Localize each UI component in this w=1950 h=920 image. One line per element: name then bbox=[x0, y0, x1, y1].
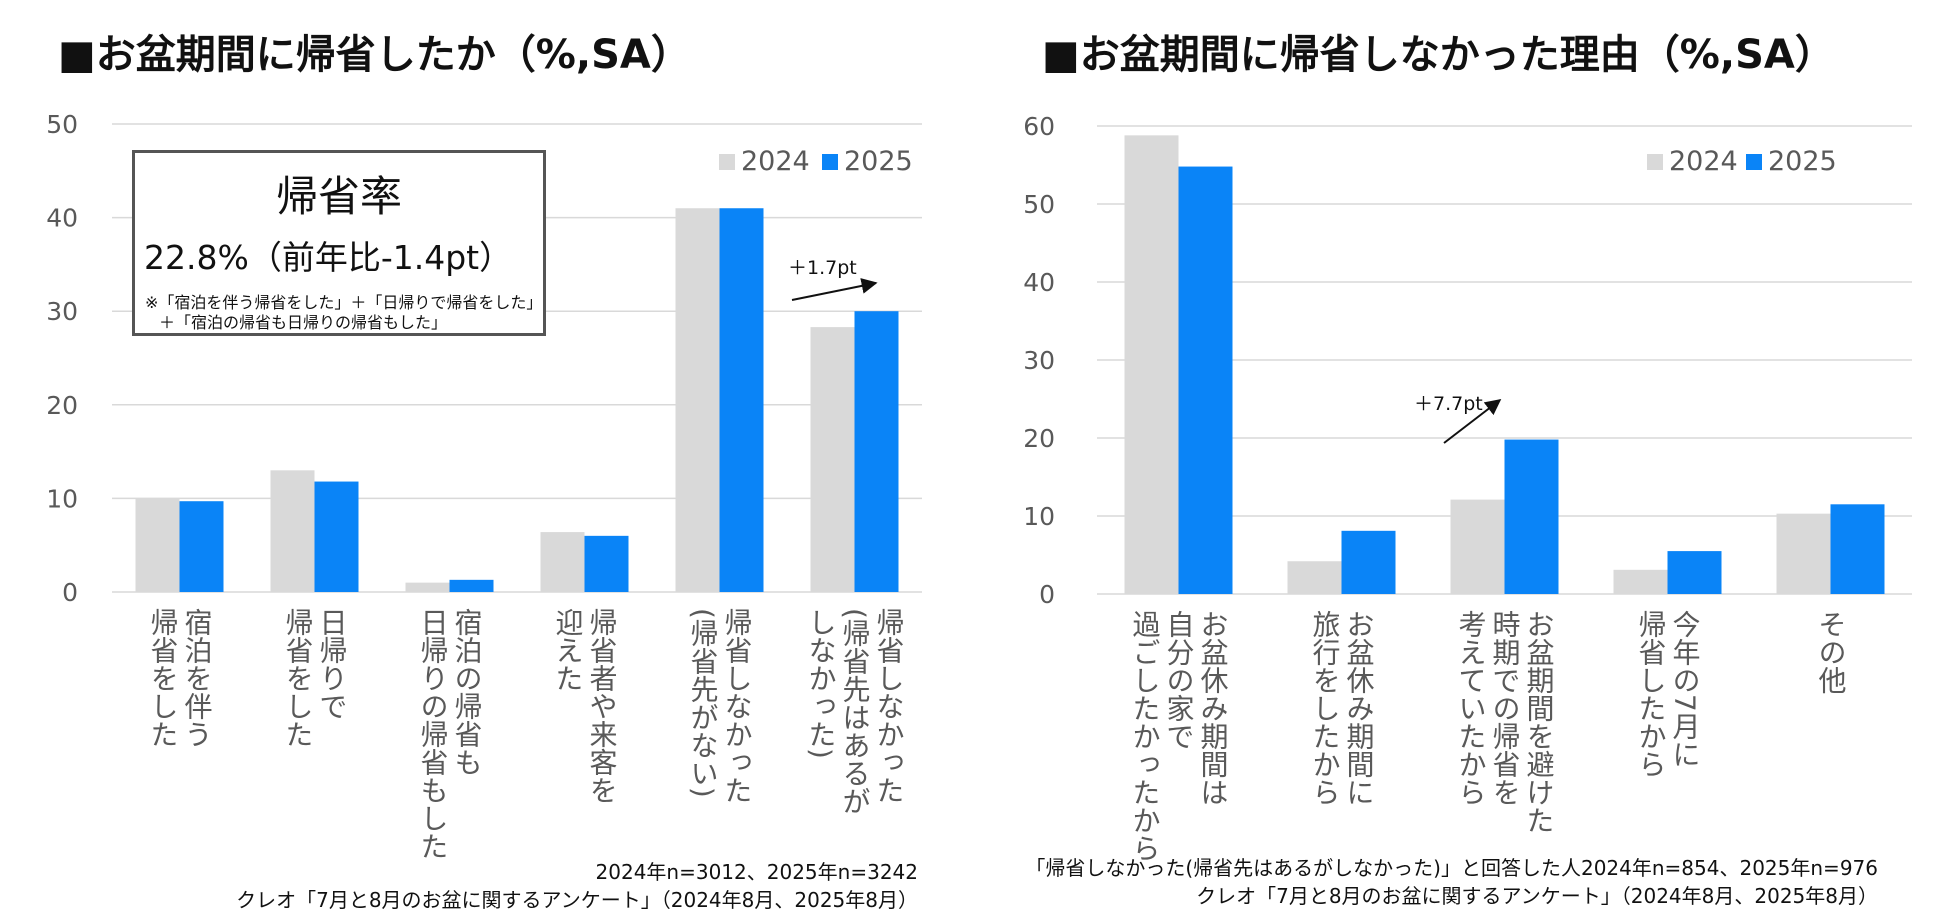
left-bar-2024-2 bbox=[405, 582, 450, 592]
left-category-label-line: 宿泊の帰省も bbox=[450, 608, 484, 776]
right-category-label-line: その他 bbox=[1814, 610, 1848, 694]
right-y-tick-label: 20 bbox=[1023, 424, 1055, 453]
left-category-label: 宿泊の帰省も 日帰りの帰省もした bbox=[416, 608, 484, 860]
right-category-label-line: お盆休み期間は bbox=[1196, 610, 1230, 806]
left-chart-title: ■お盆期間に帰省したか（%,SA） bbox=[58, 32, 691, 78]
right-category-label: お盆期間を避けた 時期での帰省を 考えていたから bbox=[1454, 610, 1556, 834]
left-category-label-line: (帰省先はあるが bbox=[838, 608, 872, 815]
right-chart-title: ■お盆期間に帰省しなかった理由（%,SA） bbox=[1042, 32, 1835, 78]
return-rate-box: 帰省率 22.8%（前年比-1.4pt） ※「宿泊を伴う帰省をした」＋「日帰りで… bbox=[132, 150, 546, 336]
right-category-label-line: 今年の7月に bbox=[1668, 610, 1702, 768]
right-category-label: 今年の7月に 帰省したから bbox=[1634, 610, 1702, 778]
return-rate-note: ※「宿泊を伴う帰省をした」＋「日帰りで帰省をした」 ＋「宿泊の帰省も日帰りの帰省… bbox=[145, 293, 542, 333]
right-category-label-line: 考えていたから bbox=[1454, 610, 1488, 806]
left-category-label-line: 帰省をした bbox=[281, 608, 315, 748]
right-y-tick-label: 60 bbox=[1023, 112, 1055, 141]
right-legend-swatch-2025 bbox=[1746, 154, 1762, 170]
left-bar-2024-4 bbox=[675, 208, 720, 593]
right-bar-2024-4 bbox=[1776, 513, 1831, 594]
left-category-label-line: 迎えた bbox=[551, 608, 585, 692]
left-footnote: 2024年n=3012、2025年n=3242 クレオ「7月と8月のお盆に関する… bbox=[236, 858, 918, 914]
left-bar-2025-3 bbox=[584, 535, 629, 592]
right-category-label-line: 時期での帰省を bbox=[1488, 610, 1522, 806]
left-legend-label-2024: 2024 bbox=[741, 146, 810, 177]
return-rate-title: 帰省率 bbox=[275, 172, 402, 221]
right-category-label-line: 過ごしたかったから bbox=[1128, 610, 1162, 862]
left-bar-2025-1 bbox=[314, 481, 359, 592]
left-bar-2025-5 bbox=[854, 311, 899, 592]
right-y-tick-label: 40 bbox=[1023, 268, 1055, 297]
left-legend-label-2025: 2025 bbox=[844, 146, 913, 177]
left-bar-2025-0 bbox=[179, 501, 224, 592]
left-category-label-line: 日帰りで bbox=[315, 608, 349, 720]
left-category-label: 帰省しなかった (帰省先がない) bbox=[686, 608, 754, 804]
right-y-tick-label: 30 bbox=[1023, 346, 1055, 375]
left-source: クレオ「7月と8月のお盆に関するアンケート」（2024年8月、2025年8月） bbox=[236, 888, 918, 912]
right-y-tick-label: 50 bbox=[1023, 190, 1055, 219]
left-category-label-line: 帰省しなかった bbox=[872, 608, 906, 804]
right-bar-2024-2 bbox=[1450, 499, 1505, 594]
right-y-tick-label: 10 bbox=[1023, 502, 1055, 531]
right-category-label-line: お盆休み期間に bbox=[1342, 610, 1376, 806]
right-annotation-text: ＋7.7pt bbox=[1414, 393, 1483, 415]
right-sample-size: 「帰省しなかった(帰省先はあるがしなかった)」と回答した人2024年n=854、… bbox=[1025, 856, 1878, 880]
right-category-label: その他 bbox=[1814, 610, 1848, 694]
right-bar-2025-4 bbox=[1830, 504, 1885, 594]
left-chart: 0 10 20 30 40 50 2024 2025 ＋1.7pt bbox=[46, 110, 922, 607]
left-category-label: 日帰りで 帰省をした bbox=[281, 608, 349, 748]
left-bar-2025-4 bbox=[719, 208, 764, 593]
right-bar-2024-3 bbox=[1613, 569, 1668, 594]
left-category-label-line: 帰省をした bbox=[146, 608, 180, 748]
left-category-label: 帰省しなかった (帰省先はあるが しなかった) bbox=[804, 608, 906, 815]
right-category-label: お盆休み期間に 旅行をしたから bbox=[1308, 610, 1376, 806]
right-bar-2025-0 bbox=[1178, 166, 1233, 594]
left-annotation-text: ＋1.7pt bbox=[788, 257, 857, 279]
right-legend-swatch-2024 bbox=[1647, 154, 1663, 170]
left-category-label-line: (帰省先がない) bbox=[686, 608, 720, 798]
left-category-label-line: 帰省しなかった bbox=[720, 608, 754, 804]
right-y-tick-label: 0 bbox=[1039, 580, 1055, 609]
return-rate-note-line2: ＋「宿泊の帰省も日帰りの帰省もした」 bbox=[159, 313, 448, 332]
right-category-label-line: 自分の家で bbox=[1162, 610, 1196, 750]
right-bar-2025-2 bbox=[1504, 439, 1559, 594]
left-category-label-line: しなかった) bbox=[804, 608, 838, 759]
right-bar-2024-0 bbox=[1124, 135, 1179, 595]
return-rate-value: 22.8%（前年比-1.4pt） bbox=[144, 238, 513, 277]
right-category-label-line: 旅行をしたから bbox=[1308, 610, 1342, 806]
left-y-tick-label: 50 bbox=[46, 110, 78, 139]
left-y-tick-label: 20 bbox=[46, 391, 78, 420]
left-sample-size: 2024年n=3012、2025年n=3242 bbox=[595, 860, 918, 884]
left-category-label-line: 宿泊を伴う bbox=[180, 608, 214, 748]
left-legend-swatch-2025 bbox=[822, 154, 838, 170]
left-bar-2025-2 bbox=[449, 579, 494, 592]
left-bar-2024-3 bbox=[540, 532, 585, 592]
left-y-tick-label: 10 bbox=[46, 484, 78, 513]
left-increase-annotation: ＋1.7pt bbox=[788, 257, 878, 301]
left-legend-swatch-2024 bbox=[719, 154, 735, 170]
right-bar-2025-3 bbox=[1667, 551, 1722, 594]
left-bar-2024-0 bbox=[135, 498, 180, 592]
right-bar-2025-1 bbox=[1341, 530, 1396, 594]
return-rate-note-line1: ※「宿泊を伴う帰省をした」＋「日帰りで帰省をした」 bbox=[145, 293, 543, 312]
right-bar-2024-1 bbox=[1287, 561, 1342, 594]
right-footnote: 「帰省しなかった(帰省先はあるがしなかった)」と回答した人2024年n=854、… bbox=[1025, 854, 1878, 910]
left-bar-2024-1 bbox=[270, 470, 315, 592]
left-category-label: 帰省者や来客を 迎えた bbox=[551, 608, 619, 804]
left-category-label-line: 帰省者や来客を bbox=[585, 608, 619, 804]
right-legend-label-2024: 2024 bbox=[1669, 146, 1738, 177]
right-source: クレオ「7月と8月のお盆に関するアンケート」（2024年8月、2025年8月） bbox=[1196, 884, 1878, 908]
right-category-label-line: お盆期間を避けた bbox=[1522, 610, 1556, 834]
right-category-label: お盆休み期間は 自分の家で 過ごしたかったから bbox=[1128, 610, 1230, 862]
right-increase-annotation: ＋7.7pt bbox=[1414, 393, 1502, 444]
left-bar-2024-5 bbox=[810, 327, 855, 592]
left-y-tick-label: 30 bbox=[46, 297, 78, 326]
left-category-label-line: 日帰りの帰省もした bbox=[416, 608, 450, 860]
right-legend-label-2025: 2025 bbox=[1768, 146, 1837, 177]
right-category-label-line: 帰省したから bbox=[1634, 610, 1668, 778]
left-category-label: 宿泊を伴う 帰省をした bbox=[146, 608, 214, 748]
left-y-tick-label: 40 bbox=[46, 204, 78, 233]
left-y-tick-label: 0 bbox=[62, 578, 78, 607]
